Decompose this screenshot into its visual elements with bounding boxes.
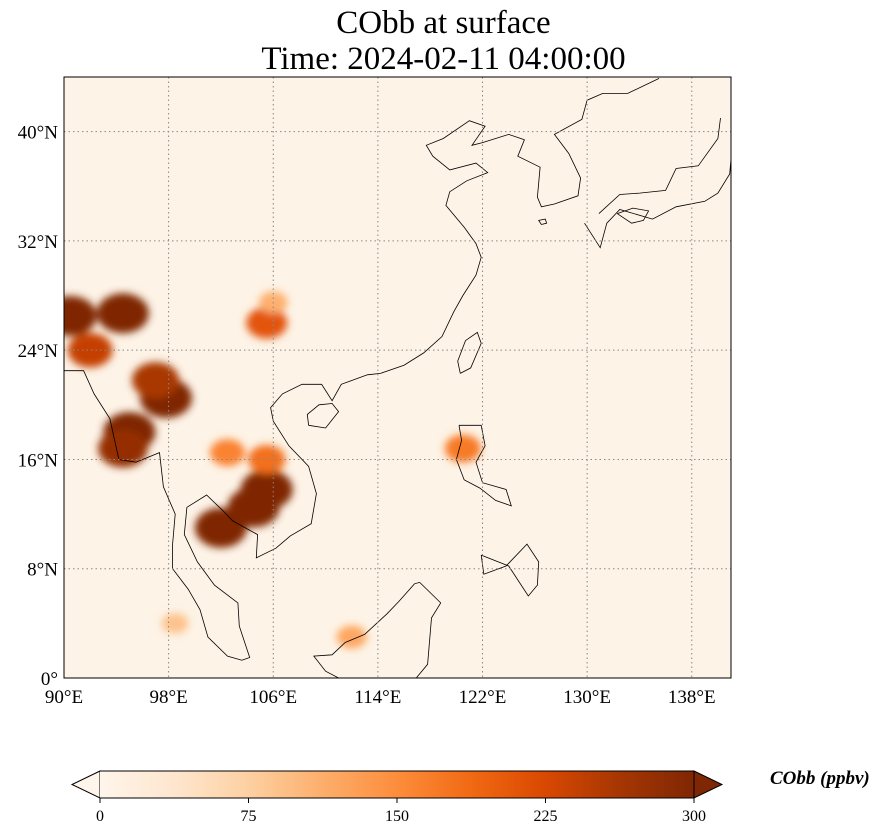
x-tick-label: 130°E [563,687,611,708]
coastline-6 [584,111,731,249]
y-tick-label: 8°N [27,560,58,581]
colorbar-ticks: 0 75 150 225 300 [96,798,706,825]
hotspot-16 [161,613,189,634]
coastline-7 [598,117,721,214]
colorbar-extend-min [70,770,101,799]
hotspot-1 [194,507,247,548]
x-tick-label: 106°E [249,687,297,708]
y-axis-ticks: 0° 8°N 16°N 24°N 32°N 40°N [18,123,59,690]
map-plot-area [64,77,731,678]
y-tick-label: 40°N [18,123,59,144]
x-tick-label: 90°E [45,687,83,708]
colorbar-label: CObb (ppbv) [770,768,870,789]
y-tick-label: 24°N [18,341,59,362]
coastline-2 [457,331,482,374]
map-frame [63,76,732,679]
y-tick-label: 32°N [18,232,59,253]
hotspot-layer [64,291,482,649]
gridlines [64,77,731,678]
hotspot-2 [240,469,293,510]
hotspot-8 [96,293,149,334]
colorbar: 0 75 150 225 300 [70,770,724,825]
coastline-8 [616,207,650,224]
x-tick-label: 114°E [354,687,401,708]
hotspot-14 [444,434,482,463]
colorbar-tick-label: 150 [385,808,409,825]
colorbar-gradient [100,771,694,798]
colorbar-tick-label: 75 [241,808,257,825]
coastline-9 [538,218,548,225]
colorbar-tick-label: 0 [96,808,104,825]
hotspot-10 [209,439,245,467]
coastline-0 [64,78,660,661]
colorbar-tick-label: 300 [682,808,706,825]
hotspot-6 [98,429,148,468]
hotspot-9 [67,332,113,368]
x-tick-label: 98°E [150,687,188,708]
map-title-line1: CObb at surface [336,5,551,41]
x-axis-ticks: 90°E 98°E 106°E 114°E 122°E 130°E 138°E [45,687,716,708]
x-tick-label: 122°E [459,687,507,708]
y-tick-label: 0° [41,669,58,690]
colorbar-extend-max [693,770,724,799]
coastline-4 [480,543,540,597]
x-tick-label: 138°E [668,687,716,708]
map-title-line2: Time: 2024-02-11 04:00:00 [261,41,626,77]
coastline-5 [313,582,442,678]
hotspot-15 [336,625,367,649]
hotspot-5 [131,362,180,399]
coastline-1 [306,403,340,429]
colorbar-tick-label: 225 [534,808,558,825]
hotspot-7 [64,296,97,337]
hotspot-12 [246,307,288,339]
y-tick-label: 16°N [18,450,59,471]
